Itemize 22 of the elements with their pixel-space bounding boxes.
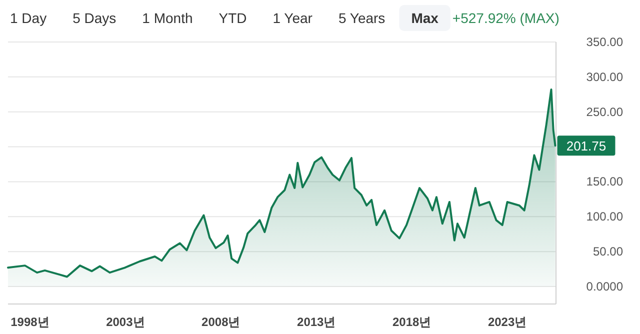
x-tick-label: 2018년 <box>392 315 432 329</box>
text: 1 Day <box>10 10 47 26</box>
text: Max <box>411 10 439 26</box>
text: +527.92% (MAX) <box>452 10 560 26</box>
x-tick-label: 1998년 <box>10 315 50 329</box>
text: 5 Years <box>338 10 386 26</box>
x-tick-label: 2023년 <box>488 315 527 329</box>
x-tick-label: 2003년 <box>106 315 145 329</box>
y-tick-label: 50.00 <box>592 244 624 259</box>
x-tick-label: 2013년 <box>297 315 336 329</box>
text: 1 Month <box>142 10 193 26</box>
y-tick-label: 100.00 <box>586 210 624 224</box>
x-tick-label: 2008년 <box>202 315 240 329</box>
text: YTD <box>218 10 247 26</box>
text: 1 Year <box>272 10 313 26</box>
y-tick-label: 350.00 <box>586 35 624 49</box>
annotation: 201.75 <box>566 138 606 154</box>
y-tick-label: 150.00 <box>586 174 624 189</box>
y-tick-label: 300.00 <box>586 70 624 84</box>
text: 5 Days <box>72 10 116 26</box>
y-tick-label: 250.00 <box>586 104 624 119</box>
y-tick-label: 0.0000 <box>586 280 624 294</box>
